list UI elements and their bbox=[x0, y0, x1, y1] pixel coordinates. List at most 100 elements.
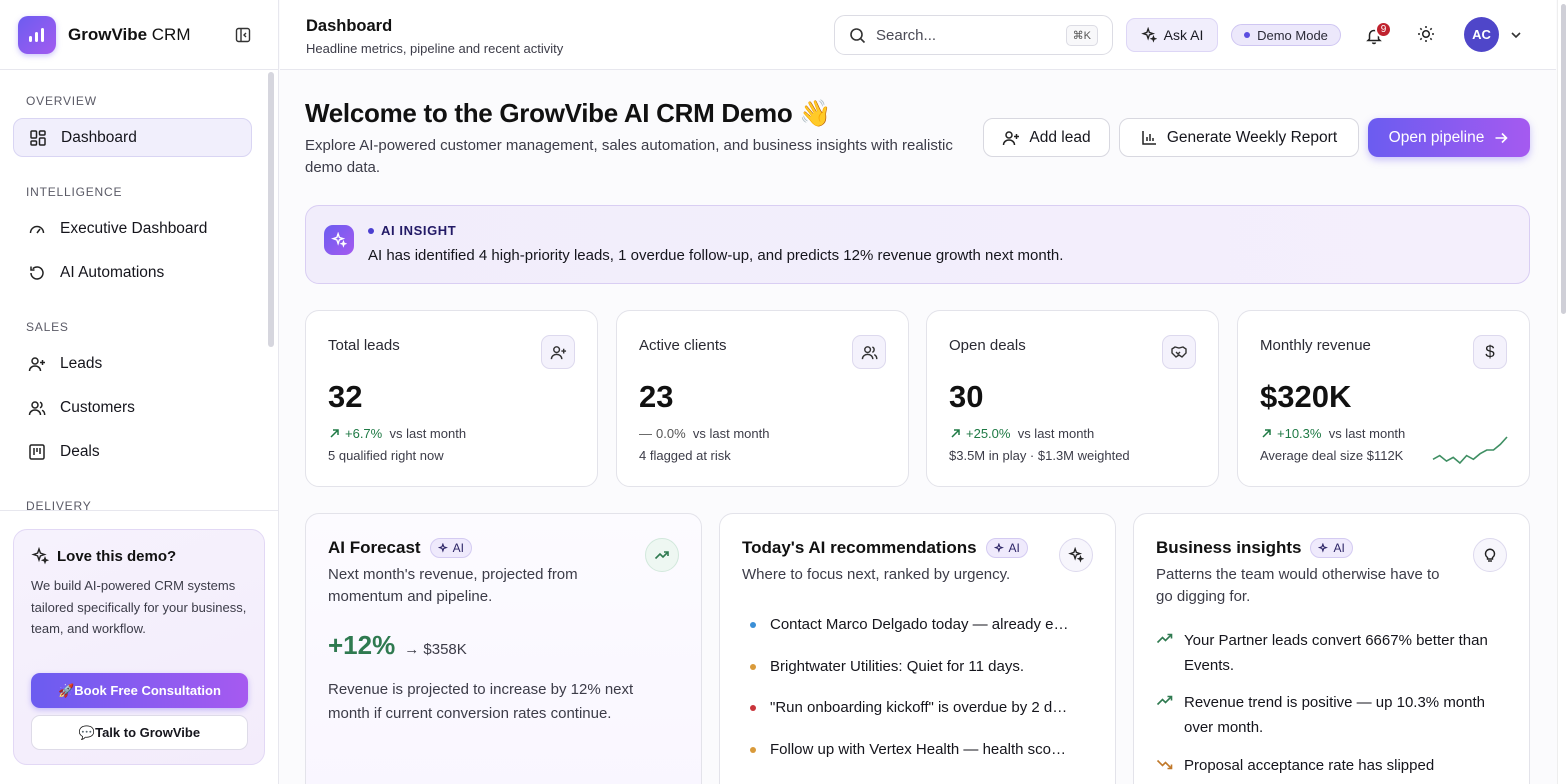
section-delivery: DELIVERY bbox=[26, 499, 92, 510]
forecast-value: +12% → $358K bbox=[328, 630, 467, 660]
card-subtitle: Patterns the team would otherwise have t… bbox=[1156, 566, 1440, 605]
promo-text: We build AI-powered CRM systems tailored… bbox=[31, 578, 247, 636]
promo-card: Love this demo? We build AI-powered CRM … bbox=[13, 529, 265, 765]
kpi-card-total-leads[interactable]: Total leads 32 +6.7% vs last month 5 qua… bbox=[305, 310, 598, 487]
sidebar-item-label: AI Automations bbox=[60, 263, 165, 281]
arrow-right-icon bbox=[1493, 130, 1509, 146]
kpi-change: +25.0% vs last month bbox=[949, 426, 1094, 441]
search-icon bbox=[849, 27, 866, 44]
kpi-label: Monthly revenue bbox=[1260, 337, 1371, 354]
talk-to-growvibe-button[interactable]: 💬Talk to GrowVibe bbox=[31, 715, 248, 750]
chevron-down-icon[interactable] bbox=[1508, 27, 1524, 43]
sidebar-scrollbar[interactable] bbox=[268, 72, 274, 347]
open-pipeline-button[interactable]: Open pipeline bbox=[1368, 118, 1530, 157]
sidebar-item-label: Leads bbox=[60, 354, 103, 372]
trend-up-icon bbox=[1262, 429, 1271, 438]
add-lead-button[interactable]: Add lead bbox=[983, 118, 1110, 157]
kpi-card-active-clients[interactable]: Active clients 23 —0.0% vs last month 4 … bbox=[616, 310, 909, 487]
brand: GrowVibe CRM bbox=[0, 0, 278, 70]
kpi-change: +10.3% vs last month bbox=[1260, 426, 1405, 441]
trending-up-icon bbox=[1156, 694, 1176, 740]
kpi-card-monthly-revenue[interactable]: Monthly revenue $ $320K +10.3% vs last m… bbox=[1237, 310, 1530, 487]
kanban-icon bbox=[27, 442, 47, 462]
kpi-label: Open deals bbox=[949, 337, 1026, 354]
notifications-bell-icon[interactable]: 9 bbox=[1365, 21, 1392, 46]
kpi-value: $320K bbox=[1260, 379, 1352, 414]
sidebar-item-executive-dashboard[interactable]: Executive Dashboard bbox=[13, 209, 252, 248]
trend-up-icon bbox=[951, 429, 960, 438]
welcome-title: Welcome to the GrowVibe AI CRM Demo 👋 bbox=[305, 98, 832, 128]
book-consultation-button[interactable]: 🚀Book Free Consultation bbox=[31, 673, 248, 708]
card-title: Today's AI recommendations AI bbox=[742, 538, 1028, 558]
sidebar-item-leads[interactable]: Leads bbox=[13, 344, 252, 383]
card-title: AI Forecast AI bbox=[328, 538, 472, 558]
sidebar-item-dashboard[interactable]: Dashboard bbox=[13, 118, 252, 157]
kpi-value: 23 bbox=[639, 379, 674, 414]
brand-name: GrowVibe CRM bbox=[68, 24, 191, 44]
user-plus-icon bbox=[27, 354, 47, 374]
revenue-sparkline bbox=[1432, 436, 1508, 465]
sparkles-icon bbox=[1318, 542, 1329, 554]
sidebar-item-customers[interactable]: Customers bbox=[13, 388, 252, 427]
demo-mode-badge: Demo Mode bbox=[1231, 24, 1341, 46]
section-overview: OVERVIEW bbox=[26, 94, 97, 108]
search-input[interactable]: Search... ⌘K bbox=[834, 15, 1113, 55]
section-intelligence: INTELLIGENCE bbox=[26, 185, 123, 199]
trend-up-icon bbox=[330, 429, 339, 438]
dollar-icon: $ bbox=[1473, 335, 1507, 369]
ask-ai-button[interactable]: Ask AI bbox=[1126, 18, 1218, 52]
sparkles-icon bbox=[324, 225, 354, 255]
recommendation-item[interactable]: Follow up with Vertex Health — health sc… bbox=[750, 741, 1070, 758]
page-subtitle: Headline metrics, pipeline and recent ac… bbox=[306, 41, 564, 56]
kpi-card-open-deals[interactable]: Open deals 30 +25.0% vs last month $3.5M… bbox=[926, 310, 1219, 487]
trending-down-icon bbox=[1156, 757, 1176, 778]
sidebar-nav: OVERVIEW Dashboard INTELLIGENCE Executiv… bbox=[0, 70, 266, 510]
handshake-icon bbox=[1162, 335, 1196, 369]
ai-recommendations-card: Today's AI recommendations AI Where to fo… bbox=[719, 513, 1116, 784]
card-subtitle: Where to focus next, ranked by urgency. bbox=[742, 566, 1011, 583]
ai-tag: AI bbox=[985, 538, 1028, 558]
user-plus-icon bbox=[541, 335, 575, 369]
kpi-change: +6.7% vs last month bbox=[328, 426, 466, 441]
recommendation-item[interactable]: "Run onboarding kickoff" is overdue by 2… bbox=[750, 699, 1070, 716]
sparkline-path bbox=[1432, 436, 1508, 465]
ai-insight-banner: AI INSIGHT AI has identified 4 high-prio… bbox=[305, 205, 1530, 284]
kpi-label: Total leads bbox=[328, 337, 400, 354]
user-plus-icon bbox=[1002, 129, 1020, 147]
generate-weekly-report-button[interactable]: Generate Weekly Report bbox=[1119, 118, 1359, 157]
ai-insight-label: AI INSIGHT bbox=[368, 223, 456, 238]
sparkles-icon bbox=[1059, 538, 1093, 572]
insight-item: Proposal acceptance rate has slipped bbox=[1156, 753, 1516, 778]
avatar[interactable]: AC bbox=[1464, 17, 1499, 52]
collapse-sidebar-icon[interactable] bbox=[233, 25, 253, 45]
sparkles-icon bbox=[1140, 27, 1157, 43]
kpi-value: 32 bbox=[328, 379, 363, 414]
recommendation-item[interactable]: Contact Marco Delgado today — already en… bbox=[750, 616, 1070, 633]
welcome-subtitle: Explore AI-powered customer management, … bbox=[305, 137, 953, 176]
sparkles-icon bbox=[437, 542, 449, 554]
sidebar-item-deals[interactable]: Deals bbox=[13, 432, 252, 471]
sidebar-item-ai-automations[interactable]: AI Automations bbox=[13, 253, 252, 292]
promo-title: Love this demo? bbox=[31, 547, 247, 565]
ai-tag: AI bbox=[429, 538, 472, 558]
page-scrollbar[interactable] bbox=[1557, 0, 1568, 784]
theme-toggle-sun-icon[interactable] bbox=[1416, 24, 1438, 46]
logo-icon[interactable] bbox=[18, 15, 56, 54]
recommendation-item[interactable]: Brightwater Utilities: Quiet for 11 days… bbox=[750, 658, 1070, 675]
search-placeholder: Search... bbox=[876, 26, 937, 44]
trending-up-icon bbox=[1156, 632, 1176, 678]
lightbulb-icon bbox=[1473, 538, 1507, 572]
trending-up-icon bbox=[645, 538, 679, 572]
bar-chart-icon bbox=[1141, 129, 1158, 146]
kpi-footnote: Average deal size $112K bbox=[1260, 448, 1404, 463]
kpi-change: —0.0% vs last month bbox=[639, 426, 770, 441]
card-subtitle: Next month's revenue, projected from mom… bbox=[328, 566, 578, 605]
forecast-description: Revenue is projected to increase by 12% … bbox=[328, 681, 634, 722]
refresh-icon bbox=[27, 263, 47, 283]
sidebar-item-label: Executive Dashboard bbox=[60, 219, 208, 237]
sparkles-icon bbox=[993, 542, 1005, 554]
users-icon bbox=[852, 335, 886, 369]
ai-forecast-card: AI Forecast AI Next month's revenue, proj… bbox=[305, 513, 702, 784]
sparkles-icon bbox=[31, 547, 49, 565]
ai-tag: AI bbox=[1310, 538, 1353, 558]
